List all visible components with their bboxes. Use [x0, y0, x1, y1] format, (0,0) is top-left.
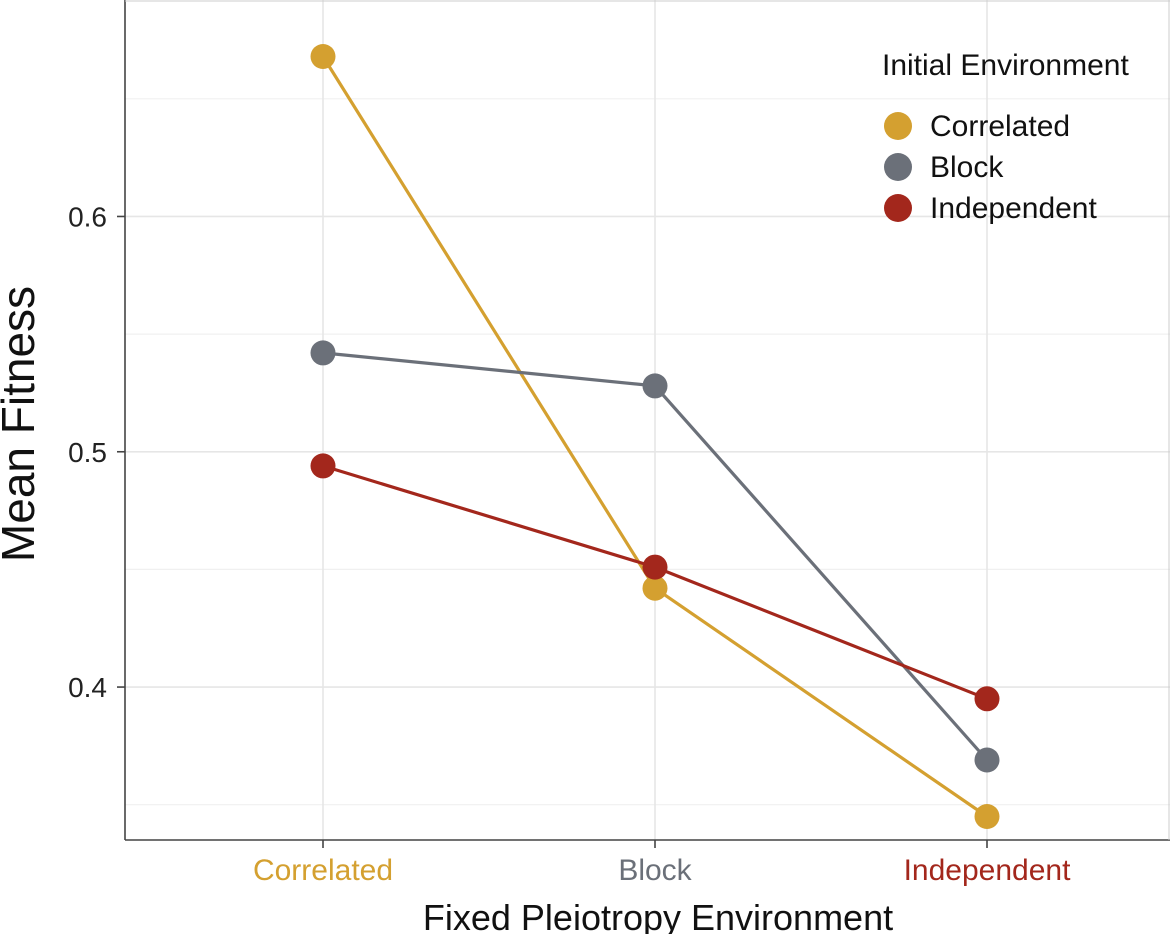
- legend-key: [884, 112, 912, 140]
- data-point: [642, 373, 668, 399]
- data-point: [974, 804, 1000, 829]
- legend-label: Independent: [930, 192, 1097, 225]
- y-tick-label: 0.5: [68, 437, 107, 468]
- legend-title: Initial Environment: [882, 49, 1129, 82]
- x-axis-title: Fixed Pleiotropy Environment: [423, 897, 893, 934]
- tick-labels: 0.4 0.5 0.6 Correlated Block Independent: [68, 201, 1071, 887]
- x-tick-label: Block: [618, 854, 692, 887]
- axes: [117, 0, 1170, 848]
- data-point: [642, 575, 668, 601]
- legend-label: Correlated: [930, 110, 1070, 143]
- y-tick-label: 0.6: [68, 201, 107, 232]
- data-point: [310, 340, 336, 366]
- y-tick-label: 0.4: [68, 672, 107, 703]
- x-tick-label: Correlated: [253, 854, 393, 887]
- data-point: [642, 554, 668, 580]
- x-tick-label: Independent: [904, 854, 1071, 887]
- legend-key: [884, 153, 912, 181]
- y-axis-title: Mean Fitness: [0, 286, 44, 562]
- legend-label: Block: [930, 151, 1004, 184]
- series-layer: [310, 44, 1000, 829]
- legend: Initial Environment Correlated Block Indep…: [882, 49, 1129, 225]
- data-point: [974, 686, 1000, 712]
- data-point: [310, 44, 336, 69]
- data-point: [974, 747, 1000, 773]
- legend-key: [884, 194, 912, 222]
- data-point: [310, 453, 336, 479]
